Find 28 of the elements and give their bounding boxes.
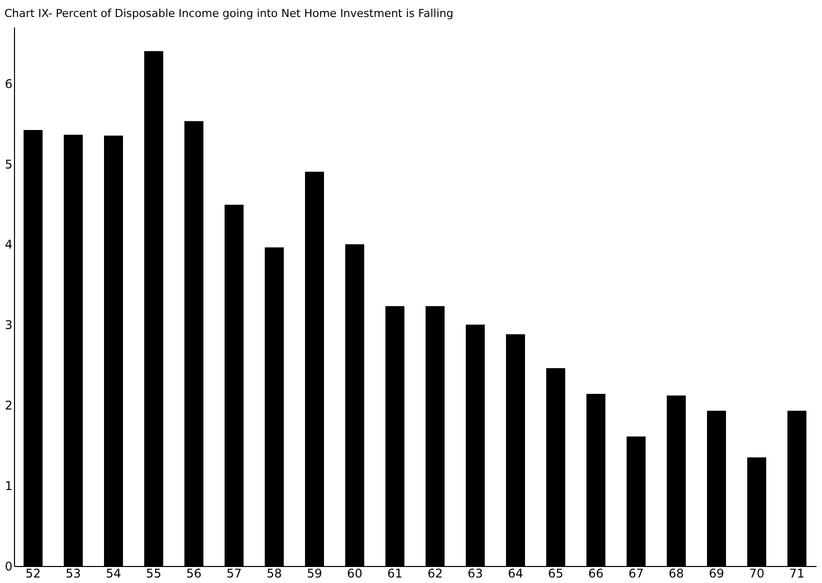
x-tick-label: 54 (106, 566, 122, 580)
y-tick-label: 1 (4, 479, 12, 494)
x-tick-label: 58 (266, 566, 282, 580)
x-tick-label: 60 (347, 566, 362, 580)
x-tick-label: 52 (25, 566, 41, 580)
chart-title: Chart IX- Percent of Disposable Income going into Net Home Investment is Falling (4, 7, 454, 20)
y-tick-label: 5 (4, 157, 12, 172)
x-tick-label: 59 (306, 566, 322, 580)
x-tick-label: 67 (628, 566, 644, 580)
x-tick-label: 68 (668, 566, 684, 580)
x-tick-label: 62 (427, 566, 443, 580)
x-tick-label: 63 (468, 566, 483, 580)
x-tick-label: 56 (186, 566, 202, 580)
x-tick-label: 57 (226, 566, 242, 580)
x-tick-label: 55 (146, 566, 162, 580)
y-tick-label: 6 (4, 76, 12, 91)
x-tick-label: 64 (508, 566, 524, 580)
y-tick-label: 0 (4, 560, 12, 574)
y-tick-label: 2 (4, 398, 12, 413)
y-tick-label: 3 (4, 318, 12, 332)
x-tick-label: 53 (66, 566, 81, 580)
x-tick-label: 70 (749, 566, 764, 580)
x-tick-label: 71 (789, 566, 805, 580)
x-tick-label: 66 (588, 566, 604, 580)
x-tick-label: 69 (708, 566, 724, 580)
y-tick-label: 4 (4, 238, 12, 252)
x-tick-label: 61 (387, 566, 403, 580)
x-tick-label: 65 (548, 566, 564, 580)
